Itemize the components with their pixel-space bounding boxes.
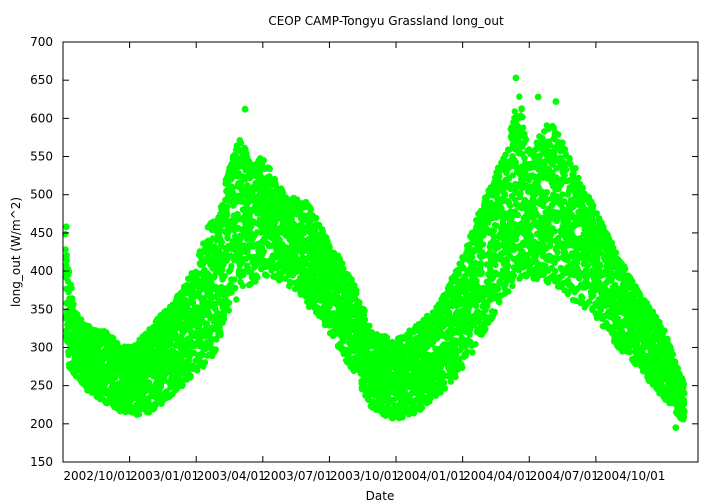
data-point <box>469 349 476 356</box>
data-point <box>220 315 228 323</box>
data-point <box>313 215 320 222</box>
data-point <box>499 218 507 225</box>
data-point <box>112 374 119 381</box>
data-point <box>478 268 485 276</box>
data-point <box>218 239 225 246</box>
data-point <box>152 401 159 409</box>
data-point <box>225 307 232 314</box>
data-point <box>231 276 238 283</box>
data-point <box>477 259 484 267</box>
data-point <box>233 296 240 303</box>
data-point <box>366 322 373 329</box>
data-point <box>135 411 143 418</box>
data-point <box>496 298 503 305</box>
data-point <box>62 246 69 253</box>
data-point <box>447 378 455 385</box>
data-point <box>482 325 489 333</box>
data-point <box>492 261 499 269</box>
data-point <box>260 157 267 164</box>
data-point <box>203 320 211 327</box>
data-point <box>198 352 206 359</box>
data-point <box>68 284 75 292</box>
data-point <box>440 379 448 386</box>
data-point <box>223 211 231 219</box>
data-point <box>472 341 479 348</box>
data-point <box>479 241 487 248</box>
data-point <box>172 331 179 338</box>
data-point <box>418 404 426 411</box>
data-point <box>361 316 369 323</box>
data-point <box>361 307 368 314</box>
data-point <box>260 248 267 255</box>
data-point <box>225 299 233 306</box>
data-point <box>149 342 156 349</box>
data-point <box>459 364 466 371</box>
data-point <box>520 124 527 131</box>
data-point <box>491 308 498 316</box>
data-point <box>228 263 235 270</box>
data-point <box>455 270 462 278</box>
data-points <box>62 74 688 432</box>
data-point <box>232 284 239 292</box>
data-point <box>506 202 514 209</box>
data-point <box>70 300 77 308</box>
data-point <box>65 268 73 275</box>
data-point <box>504 262 512 269</box>
data-point <box>150 348 157 355</box>
data-point <box>69 295 76 302</box>
data-point <box>441 385 449 392</box>
data-point <box>522 136 530 143</box>
data-point <box>221 272 228 280</box>
chart-title: CEOP CAMP-Tongyu Grassland long_out <box>268 14 504 28</box>
data-point <box>339 260 346 267</box>
data-point <box>63 252 70 259</box>
data-point <box>201 359 209 366</box>
data-point <box>494 285 502 293</box>
data-point <box>519 113 526 121</box>
data-point <box>473 278 480 285</box>
data-point <box>509 282 516 290</box>
data-point <box>510 272 517 279</box>
data-point <box>263 272 270 279</box>
data-point <box>505 288 512 295</box>
data-point <box>266 165 273 173</box>
data-point <box>514 211 521 219</box>
data-point <box>62 230 69 238</box>
data-point <box>224 234 231 242</box>
data-point <box>502 191 509 198</box>
data-point <box>518 106 525 113</box>
data-point <box>63 257 70 264</box>
data-point <box>516 93 523 100</box>
data-point <box>452 373 459 381</box>
data-point <box>254 274 261 281</box>
data-point <box>217 331 224 339</box>
data-point <box>212 346 219 353</box>
data-point <box>157 383 165 390</box>
data-point <box>239 282 246 289</box>
data-point <box>187 372 194 380</box>
data-point <box>307 206 315 213</box>
data-point <box>353 290 360 297</box>
